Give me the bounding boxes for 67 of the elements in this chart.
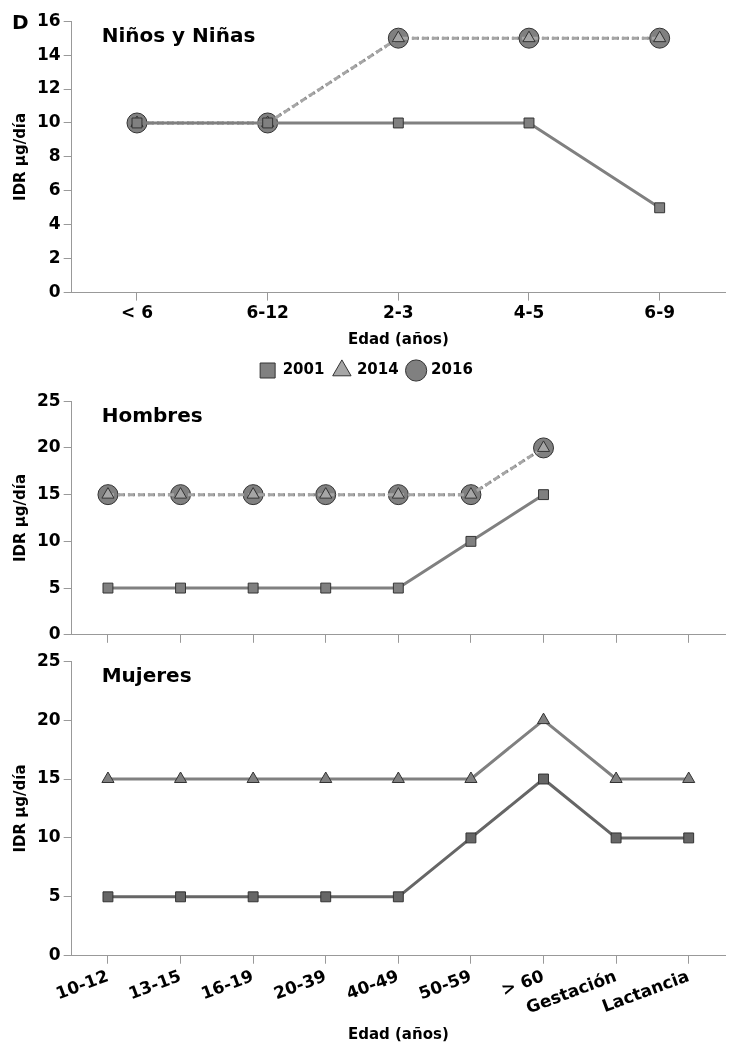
y-tick-label: 5 (48, 885, 61, 906)
x-tick-label: 6-9 (644, 302, 676, 323)
point (654, 202, 666, 214)
point (392, 891, 404, 903)
y-tick-label: 2 (48, 247, 61, 268)
point (610, 832, 622, 844)
point (320, 891, 332, 903)
point (102, 582, 114, 594)
point (465, 832, 477, 844)
x-tick-label: 2-3 (382, 302, 414, 323)
point (247, 582, 259, 594)
y-tick-label: 0 (48, 281, 61, 302)
y-tick-label: 0 (48, 944, 61, 965)
y-tick-label: 15 (36, 483, 61, 504)
point (102, 891, 114, 903)
x-tick-label: 6-12 (246, 302, 289, 323)
y-tick-label: 15 (36, 767, 61, 788)
point (683, 832, 695, 844)
point (392, 117, 404, 129)
point (523, 117, 535, 129)
x-axis-title: Edad (años) (347, 329, 449, 348)
legend-label: 2014 (356, 360, 399, 379)
legend-label: 2016 (431, 360, 473, 379)
point (682, 771, 696, 784)
y-tick-label: 25 (36, 389, 61, 410)
point (464, 771, 478, 784)
x-tick-label: 40-49 (343, 965, 402, 1004)
point (319, 771, 333, 784)
chart-title: Mujeres (101, 663, 192, 688)
x-tick-label: 4-5 (513, 302, 545, 323)
point (175, 582, 186, 594)
chart-title: Hombres (101, 403, 203, 428)
y-tick-label: 16 (36, 9, 61, 30)
x-axis-title: Edad (años) (347, 1024, 449, 1043)
point (538, 773, 549, 785)
y-tick-label: 4 (48, 213, 61, 234)
y-tick-label: 8 (48, 145, 61, 166)
y-tick-label: 0 (48, 623, 61, 644)
chart-title: Niños y Niñas (101, 23, 256, 48)
text: D (12, 10, 29, 35)
y-tick-label: 25 (36, 649, 61, 670)
point (247, 891, 259, 903)
point (175, 891, 186, 903)
point (101, 771, 115, 784)
y-axis-title: IDR µg/día (10, 112, 29, 201)
y-tick-label: 10 (36, 826, 61, 847)
point (609, 771, 623, 784)
y-tick-label: 20 (36, 708, 61, 729)
legend-label: 2001 (282, 360, 325, 379)
y-tick-label: 10 (36, 529, 61, 550)
point (536, 712, 551, 725)
y-tick-label: 12 (36, 77, 61, 98)
y-tick-label: 14 (36, 43, 61, 64)
point (246, 771, 260, 784)
y-tick-label: 6 (48, 179, 61, 200)
point (392, 582, 404, 594)
y-tick-label: 5 (48, 576, 61, 597)
point (391, 771, 405, 784)
point (538, 489, 549, 501)
x-tick-label: < 6 (120, 302, 153, 323)
y-axis-title: IDR µg/día (10, 473, 29, 563)
point (465, 535, 477, 547)
y-tick-label: 20 (36, 436, 61, 457)
point (173, 771, 188, 784)
y-tick-label: 10 (36, 111, 61, 132)
y-axis-title: IDR µg/día (10, 764, 29, 853)
point (320, 582, 332, 594)
